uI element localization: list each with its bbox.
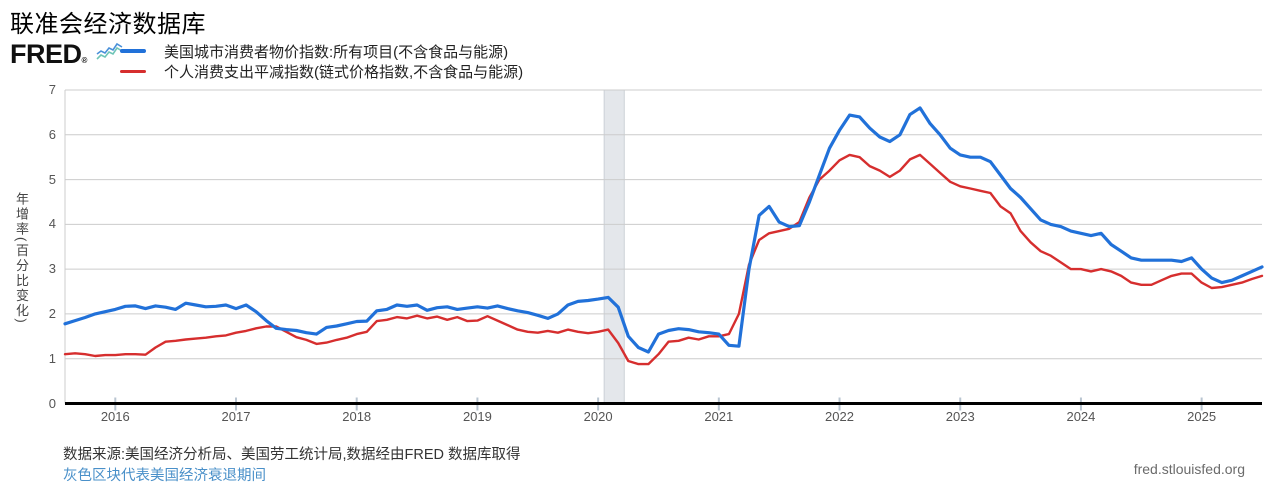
y-tick-label: 4 [48,216,56,232]
fred-logo-registered-mark: ® [81,56,88,65]
x-tick-label: 2019 [462,409,492,424]
x-tick-label: 2020 [583,409,613,424]
x-tick-label: 2023 [945,409,975,424]
data-source-note: 数据来源:美国经济分析局、美国劳工统计局,数据经由FRED 数据库取得 [63,447,521,463]
legend-label-pce: 个人消费支出平减指数(链式价格指数,不含食品与能源) [164,63,524,81]
legend-item-pce: 个人消费支出平减指数(链式价格指数,不含食品与能源) [120,61,523,81]
y-tick-label: 2 [48,305,56,321]
y-tick-label: 0 [48,395,56,411]
x-tick-label: 2022 [825,409,854,424]
fred-site-url-link[interactable]: fred.stlouisfed.org [1133,461,1245,477]
y-tick-label: 3 [48,261,56,277]
x-tick-label: 2017 [221,409,251,424]
legend-swatch-blue [120,49,146,53]
y-tick-label: 6 [48,126,56,142]
recession-shading-link[interactable]: 灰色区块代表美国经济衰退期间 [63,468,266,484]
page-title: 联准会经济数据库 [10,11,206,38]
y-axis-title: 年增率(百分比变化) [14,191,29,325]
y-tick-label: 1 [48,350,56,366]
legend-swatch-red [120,69,146,73]
sparkline-chart-icon [96,42,124,69]
x-tick-label: 2016 [100,409,130,424]
legend-label-cpi: 美国城市消费者物价指数:所有项目(不含食品与能源) [164,43,509,61]
y-tick-label: 5 [48,171,56,187]
x-tick-label: 2018 [342,409,372,424]
x-tick-label: 2021 [704,409,734,424]
x-tick-label: 2024 [1066,409,1096,424]
x-tick-label: 2025 [1187,409,1217,424]
fred-logo: FRED® [10,39,87,70]
legend-item-cpi: 美国城市消费者物价指数:所有项目(不含食品与能源) [120,41,508,61]
y-tick-label: 7 [48,82,56,97]
fred-logo-text: FRED [10,39,82,69]
